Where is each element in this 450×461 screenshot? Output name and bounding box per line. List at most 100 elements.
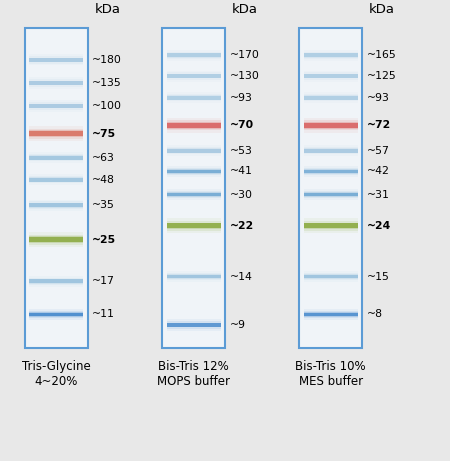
Bar	[304, 52, 358, 59]
Bar	[304, 72, 358, 80]
Bar	[304, 53, 358, 58]
Text: ~35: ~35	[92, 200, 115, 210]
Bar	[166, 74, 220, 78]
Bar	[304, 223, 358, 228]
Bar	[166, 72, 220, 80]
Text: ~75: ~75	[92, 129, 117, 139]
Bar	[29, 100, 83, 112]
Bar	[304, 312, 358, 317]
FancyBboxPatch shape	[25, 28, 88, 348]
Bar	[29, 131, 83, 136]
Bar	[166, 94, 220, 101]
Text: ~72: ~72	[367, 120, 391, 130]
Text: ~53: ~53	[230, 146, 252, 156]
Bar	[166, 189, 220, 200]
Bar	[29, 54, 83, 65]
Text: ~14: ~14	[230, 272, 252, 282]
Bar	[304, 96, 358, 100]
Bar	[29, 311, 83, 318]
Bar	[166, 275, 220, 278]
Bar	[166, 192, 220, 197]
Bar	[304, 168, 358, 175]
Bar	[166, 53, 220, 57]
Bar	[304, 148, 358, 153]
Bar	[29, 237, 83, 242]
Text: ~8: ~8	[367, 309, 383, 319]
Bar	[166, 148, 220, 153]
Text: ~11: ~11	[92, 309, 115, 319]
Bar	[304, 189, 358, 200]
FancyBboxPatch shape	[299, 28, 362, 348]
Bar	[29, 81, 83, 85]
Bar	[166, 321, 220, 329]
Bar	[304, 50, 358, 61]
Bar	[166, 221, 220, 231]
Bar	[166, 92, 220, 103]
Bar	[166, 52, 220, 59]
Bar	[29, 279, 83, 284]
Bar	[304, 219, 358, 233]
Bar	[29, 152, 83, 163]
Text: ~17: ~17	[92, 276, 115, 286]
Bar	[166, 147, 220, 154]
Bar	[166, 169, 220, 174]
Text: ~125: ~125	[367, 71, 396, 81]
Bar	[304, 274, 358, 279]
Bar	[304, 120, 358, 130]
Bar	[304, 193, 358, 196]
Bar	[29, 126, 83, 142]
Bar	[166, 166, 220, 177]
Text: Tris-Glycine
4~20%: Tris-Glycine 4~20%	[22, 360, 90, 388]
Bar	[29, 81, 83, 85]
Text: ~180: ~180	[92, 55, 122, 65]
Bar	[304, 74, 358, 78]
Bar	[29, 177, 83, 182]
Bar	[29, 56, 83, 64]
Text: ~31: ~31	[367, 189, 390, 200]
Bar	[166, 191, 220, 198]
Text: Bis-Tris 12%
MOPS buffer: Bis-Tris 12% MOPS buffer	[157, 360, 230, 388]
Text: ~93: ~93	[367, 93, 390, 103]
Text: ~70: ~70	[230, 120, 254, 130]
Bar	[304, 95, 358, 100]
Bar	[29, 232, 83, 247]
Bar	[166, 223, 220, 228]
Bar	[166, 71, 220, 82]
Bar	[166, 149, 220, 153]
Bar	[304, 166, 358, 177]
Bar	[304, 145, 358, 156]
Bar	[29, 201, 83, 209]
Bar	[304, 122, 358, 129]
Bar	[29, 279, 83, 283]
Bar	[166, 53, 220, 58]
Bar	[29, 174, 83, 185]
Text: ~42: ~42	[367, 166, 390, 177]
Bar	[166, 170, 220, 173]
Bar	[166, 96, 220, 100]
Text: ~165: ~165	[367, 50, 396, 60]
Bar	[29, 309, 83, 320]
Text: ~30: ~30	[230, 189, 252, 200]
Bar	[29, 58, 83, 62]
Bar	[166, 118, 220, 133]
Bar	[166, 145, 220, 156]
Bar	[166, 273, 220, 280]
Bar	[29, 278, 83, 285]
Text: ~15: ~15	[367, 272, 390, 282]
Bar	[304, 123, 358, 128]
Text: ~93: ~93	[230, 93, 252, 103]
Bar	[166, 271, 220, 282]
Bar	[166, 50, 220, 61]
Bar	[29, 312, 83, 317]
Bar	[304, 311, 358, 318]
Bar	[29, 203, 83, 207]
Bar	[166, 168, 220, 175]
Text: kDa: kDa	[232, 3, 258, 16]
Bar	[304, 71, 358, 82]
Bar	[166, 95, 220, 100]
Bar	[29, 276, 83, 287]
Bar	[304, 149, 358, 153]
Bar	[166, 223, 220, 229]
Bar	[304, 273, 358, 280]
Bar	[29, 129, 83, 139]
